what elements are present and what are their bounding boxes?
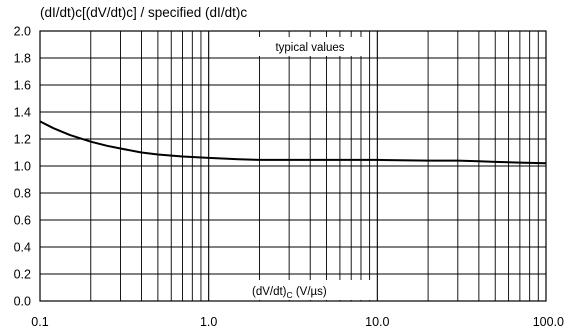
y-tick-label: 1.0 — [14, 160, 31, 174]
x-axis-label-subscript: C — [287, 290, 293, 300]
y-tick-labels: 0.0 0.2 0.4 0.6 0.8 1.0 1.2 1.4 1.6 1.8 2.0 — [14, 25, 31, 309]
x-tick-label: 1.0 — [200, 315, 217, 329]
annotation-typical-values: typical values — [275, 42, 344, 54]
y-tick-label: 0.2 — [14, 268, 31, 282]
y-tick-label: 0.8 — [14, 187, 31, 201]
grid — [40, 31, 546, 301]
x-axis-label: (dV/dt)C (V/µs) — [252, 286, 327, 300]
y-tick-label: 0.6 — [14, 214, 31, 228]
y-tick-label: 1.6 — [14, 79, 31, 93]
x-tick-label: 0.1 — [31, 315, 48, 329]
y-tick-label: 0.0 — [14, 295, 31, 309]
y-tick-label: 1.8 — [14, 52, 31, 66]
x-axis-label-box — [222, 280, 374, 300]
x-tick-label: 100.0 — [533, 315, 564, 329]
series-line — [39, 120, 547, 165]
chart-title: (dI/dt)c[(dV/dt)c] / specified (dI/dt)c — [40, 5, 247, 20]
annotation-box — [253, 37, 367, 56]
y-tick-label: 2.0 — [14, 25, 31, 39]
x-axis-label-unit: (V/µs) — [293, 286, 327, 298]
plot-frame — [39, 30, 547, 302]
y-tick-label: 1.4 — [14, 106, 31, 120]
x-tick-label: 10.0 — [365, 315, 389, 329]
y-tick-label: 1.2 — [14, 133, 31, 147]
y-tick-label: 0.4 — [14, 241, 31, 255]
x-axis-label-main: (dV/dt) — [252, 286, 287, 298]
x-tick-labels: 0.1 1.0 10.0 100.0 — [31, 315, 564, 329]
